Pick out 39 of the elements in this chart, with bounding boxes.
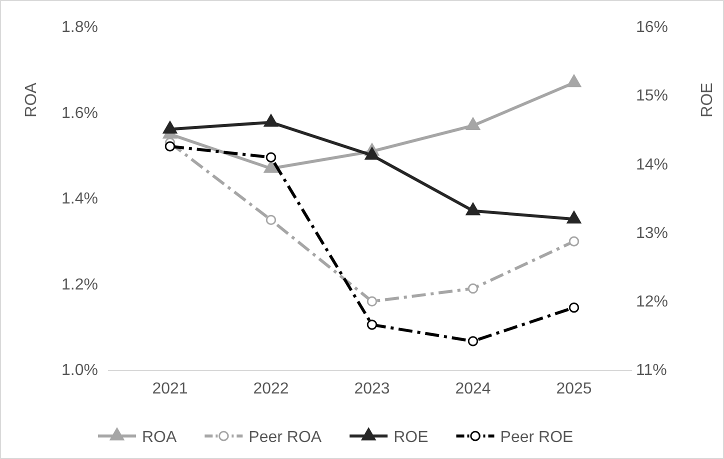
y-tick-label: 1.8%: [62, 19, 98, 36]
y2-tick-label: 12%: [636, 294, 668, 311]
point: [466, 118, 480, 130]
point: [568, 236, 580, 246]
point: [266, 152, 276, 162]
legend-label: Peer ROA: [248, 429, 322, 446]
point: [566, 210, 582, 224]
point: [164, 141, 176, 152]
y2-tick-label: 13%: [636, 224, 668, 242]
x-tick-label: 2023: [354, 380, 390, 398]
legend-label: ROE: [394, 429, 428, 446]
y2-tick-label: 11%: [636, 362, 667, 380]
y-axis-title: ROA: [23, 82, 40, 118]
point: [264, 114, 278, 127]
point: [366, 296, 378, 307]
y-tick-label: 1.0%: [62, 362, 98, 380]
x-tick-label: 2022: [253, 380, 289, 398]
y-tick-label: 1.4%: [62, 190, 98, 208]
y2-tick-label: 16%: [636, 19, 668, 36]
y2-axis-title: ROE: [699, 82, 716, 118]
point: [162, 121, 178, 134]
x-tick-label: 2021: [152, 380, 188, 398]
point: [264, 160, 278, 173]
point: [466, 202, 480, 216]
legend-label: ROA: [142, 429, 177, 446]
legend-label: Peer ROE: [500, 429, 574, 446]
x-tick-label: 2025: [556, 380, 592, 398]
point: [568, 302, 580, 313]
x-tick-label: 2024: [455, 380, 491, 398]
y2-tick-label: 14%: [636, 156, 668, 174]
point: [266, 214, 276, 226]
point: [366, 320, 378, 330]
point: [566, 74, 582, 88]
y-tick-label: 1.2%: [62, 276, 98, 294]
point: [468, 336, 478, 346]
point: [364, 147, 380, 160]
y-tick-label: 1.6%: [62, 104, 98, 122]
y2-tick-label: 15%: [636, 88, 668, 105]
point: [468, 283, 478, 294]
